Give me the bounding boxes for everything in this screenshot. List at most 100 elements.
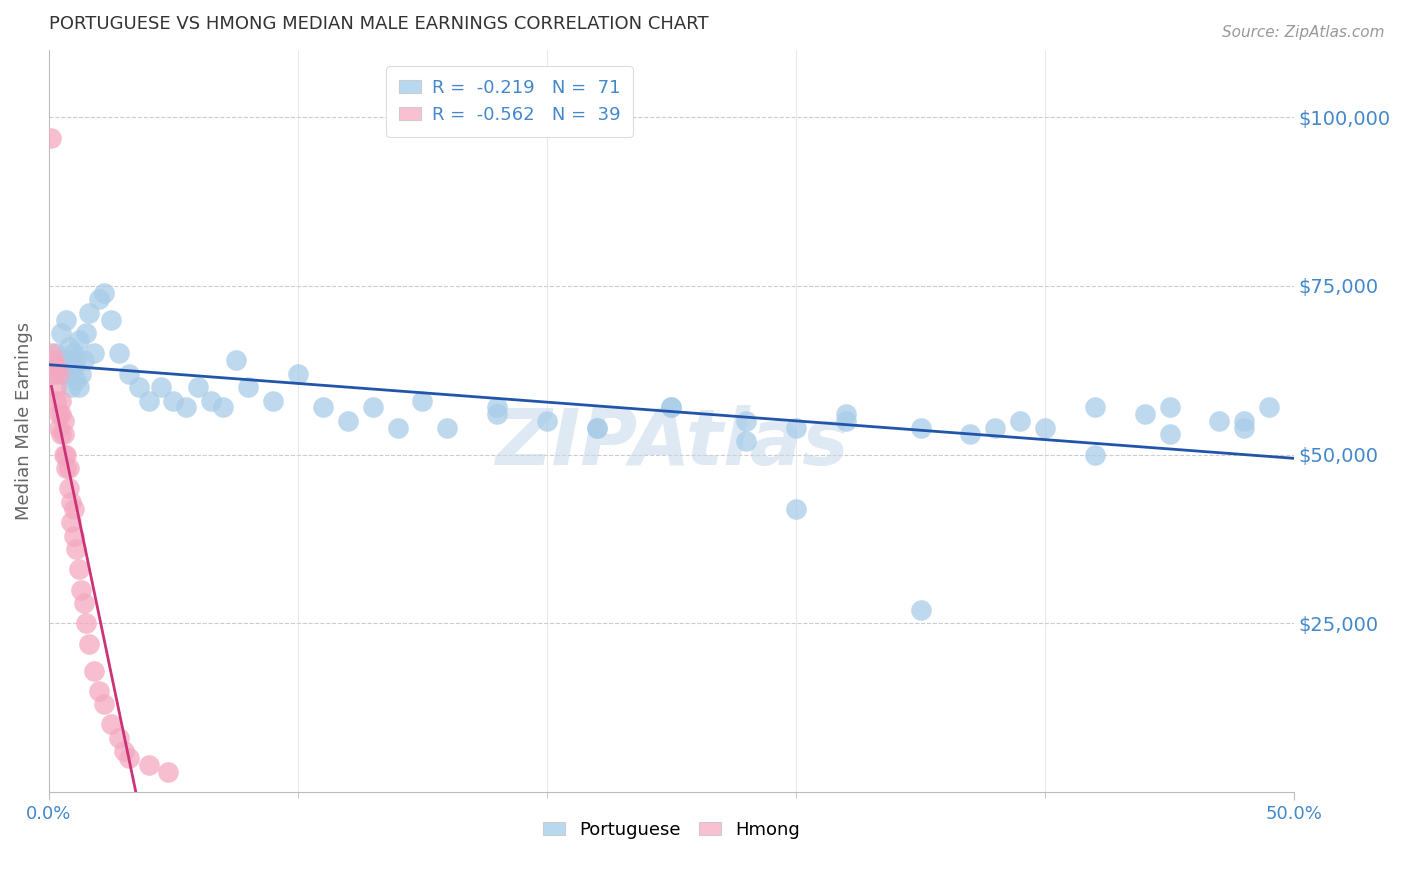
Point (735, 414, 758, 428)
Point (835, 407, 858, 421)
Point (65, 373, 87, 387)
Point (93, 285, 115, 300)
Y-axis label: Median Male Earnings: Median Male Earnings (15, 322, 32, 520)
Point (910, 420, 932, 434)
Point (107, 346, 129, 360)
Point (225, 353, 247, 368)
Point (1133, 407, 1156, 421)
Point (42, 353, 65, 368)
Point (387, 420, 409, 434)
Point (835, 414, 858, 428)
Point (51, 393, 73, 408)
Point (45, 393, 67, 408)
Point (361, 401, 384, 415)
Point (58, 461, 80, 475)
Point (118, 751, 141, 765)
Point (73, 596, 96, 610)
Point (58, 340, 80, 354)
Point (1084, 448, 1107, 462)
Point (1208, 414, 1230, 428)
Point (200, 393, 222, 408)
Point (87, 293, 110, 307)
Point (48, 367, 70, 381)
Point (52, 448, 75, 462)
Point (87, 683, 110, 698)
Point (63, 346, 86, 360)
Point (55, 312, 77, 326)
Point (138, 393, 160, 408)
Point (212, 401, 235, 415)
Point (73, 353, 96, 368)
Point (67, 380, 90, 394)
Point (48, 420, 70, 434)
Point (157, 764, 180, 779)
Point (83, 664, 105, 678)
Point (174, 401, 197, 415)
Point (100, 312, 122, 326)
Point (661, 401, 683, 415)
Point (70, 582, 93, 597)
Point (112, 744, 135, 758)
Point (45, 359, 67, 374)
Point (735, 434, 758, 449)
Point (60, 380, 83, 394)
Point (83, 346, 105, 360)
Legend: Portuguese, Hmong: Portuguese, Hmong (536, 814, 807, 846)
Text: Source: ZipAtlas.com: Source: ZipAtlas.com (1222, 25, 1385, 40)
Point (55, 448, 77, 462)
Point (65, 542, 87, 557)
Text: PORTUGUESE VS HMONG MEDIAN MALE EARNINGS CORRELATION CHART: PORTUGUESE VS HMONG MEDIAN MALE EARNINGS… (49, 15, 709, 33)
Point (63, 501, 86, 516)
Point (984, 420, 1007, 434)
Point (77, 636, 100, 650)
Point (63, 528, 86, 542)
Point (107, 731, 129, 745)
Point (58, 481, 80, 495)
Point (118, 367, 141, 381)
Point (45, 346, 67, 360)
Point (287, 367, 309, 381)
Point (312, 401, 335, 415)
Point (187, 380, 209, 394)
Point (100, 717, 122, 731)
Point (336, 414, 359, 428)
Point (60, 495, 83, 509)
Point (55, 353, 77, 368)
Point (51, 326, 73, 341)
Point (63, 359, 86, 374)
Point (262, 393, 284, 408)
Point (1159, 427, 1181, 442)
Point (60, 515, 83, 529)
Point (51, 427, 73, 442)
Point (585, 420, 607, 434)
Point (65, 353, 87, 368)
Point (536, 414, 558, 428)
Point (785, 501, 807, 516)
Point (486, 401, 509, 415)
Point (42, 367, 65, 381)
Point (411, 393, 433, 408)
Point (45, 380, 67, 394)
Point (1258, 401, 1281, 415)
Point (1233, 420, 1256, 434)
Point (41, 346, 63, 360)
Point (1159, 401, 1181, 415)
Point (67, 562, 90, 576)
Point (1010, 414, 1032, 428)
Point (55, 461, 77, 475)
Point (1233, 414, 1256, 428)
Point (67, 333, 90, 347)
Point (910, 603, 932, 617)
Point (1033, 420, 1056, 434)
Point (93, 698, 115, 712)
Point (585, 420, 607, 434)
Point (52, 414, 75, 428)
Point (77, 306, 100, 320)
Point (75, 326, 97, 341)
Point (1084, 401, 1107, 415)
Point (162, 393, 184, 408)
Point (48, 407, 70, 421)
Point (70, 367, 93, 381)
Point (959, 427, 981, 442)
Point (60, 367, 83, 381)
